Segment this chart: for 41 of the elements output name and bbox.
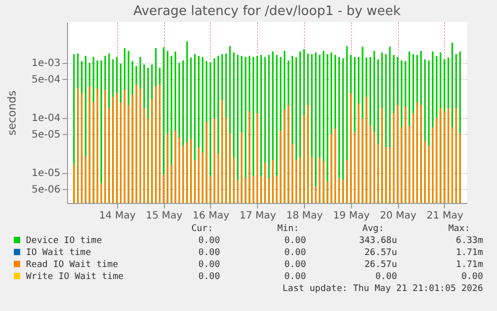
- text: 1.71m: [456, 260, 483, 270]
- x-tick-label: 14 May: [99, 210, 136, 222]
- y-tick-label: 5e-04: [32, 74, 60, 86]
- legend-label: Device IO time: [26, 236, 102, 246]
- text: 343.68u: [359, 236, 397, 246]
- x-tick-label: 18 May: [286, 210, 323, 222]
- text: 0.00: [284, 260, 306, 270]
- text: Max:: [448, 224, 470, 234]
- text: Avg:: [362, 224, 384, 234]
- x-tick-label: 19 May: [333, 210, 370, 222]
- y-tick-label: 1e-04: [32, 113, 60, 124]
- text: Last update: Thu May 21 21:01:05 2026: [282, 284, 483, 294]
- y-tick-label: 5e-06: [32, 184, 60, 196]
- text: 0.00: [284, 272, 306, 282]
- text: 0.00: [198, 260, 220, 270]
- text: 0.00: [461, 272, 483, 282]
- text: 0.00: [375, 272, 397, 282]
- text: 0.00: [198, 272, 220, 282]
- legend-label: Read IO Wait time: [26, 260, 118, 270]
- y-tick-label: 1e-05: [32, 168, 60, 180]
- y-tick-label: 1e-03: [32, 58, 60, 70]
- y-tick-label: 5e-05: [32, 130, 60, 141]
- text: 26.57u: [364, 260, 397, 270]
- text: Min:: [277, 224, 299, 234]
- text: Cur:: [191, 224, 213, 234]
- x-tick-label: 16 May: [192, 210, 230, 222]
- text: 0.00: [198, 248, 220, 258]
- x-tick-label: 20 May: [380, 210, 417, 222]
- x-tick-label: 15 May: [146, 210, 183, 222]
- text: 26.57u: [364, 248, 397, 258]
- legend-label: Write IO Wait time: [26, 272, 124, 282]
- text: 0.00: [284, 248, 306, 258]
- text: 0.00: [284, 236, 306, 246]
- legend-label: IO Wait time: [26, 248, 92, 258]
- y-axis-title: seconds: [6, 90, 19, 136]
- x-tick-label: 17 May: [239, 210, 276, 222]
- text: 6.33m: [456, 236, 483, 246]
- chart-title: Average latency for /dev/loop1 - by week: [133, 4, 402, 19]
- text: 1.71m: [456, 248, 483, 258]
- x-tick-label: 21 May: [426, 210, 464, 222]
- text: 0.00: [198, 236, 220, 246]
